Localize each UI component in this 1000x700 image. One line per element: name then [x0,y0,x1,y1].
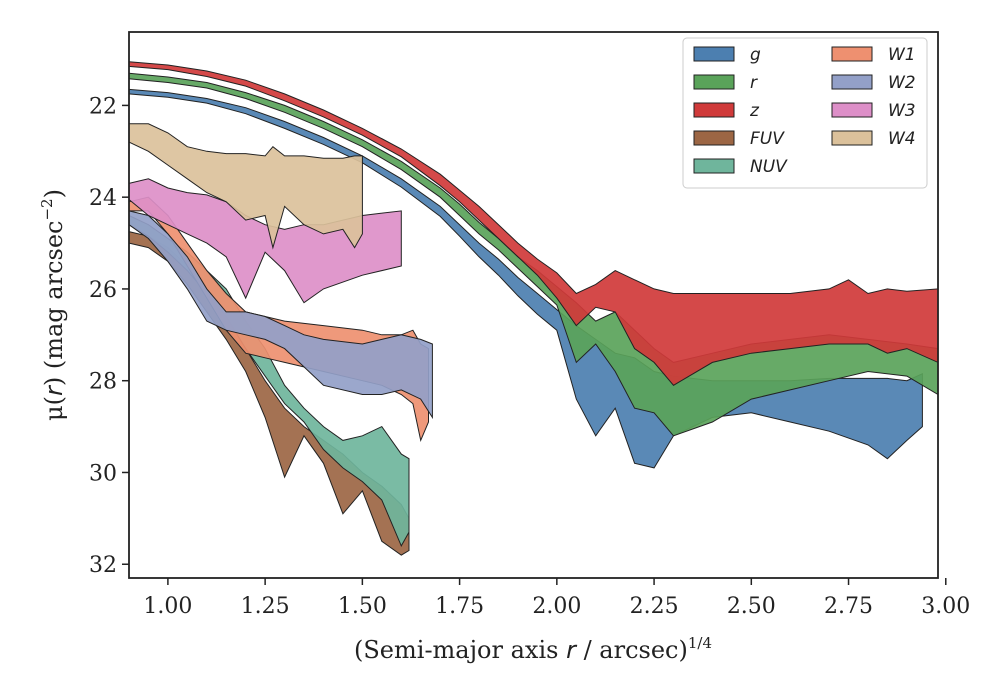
y-tick-label: 22 [89,94,117,119]
x-axis-label-pre: (Semi-major axis [354,636,566,664]
x-axis-label-var: r [566,636,578,664]
x-tick-label: 1.50 [338,594,387,619]
legend-swatch-w1 [831,46,873,62]
legend-label-w3: W3 [888,101,916,121]
legend: grz FUV NUV W1 W2 W3 W4 [682,37,928,189]
x-axis-ticks: 1.00 1.25 1.50 1.75 2.00 2.25 2.50 2.75 3.00 [143,578,970,619]
x-axis-label-mid: / arcsec) [576,636,688,664]
legend-label-w4: W4 [888,129,916,149]
x-axis-label: (Semi-major axis r / arcsec)1/4 [354,634,712,664]
y-axis-label: μ(r) (mag arcsec−2) [38,189,68,421]
y-axis-label-var: r [40,384,68,396]
x-tick-label: 1.25 [241,594,290,619]
legend-label-g: g [750,45,761,65]
band-layer [128,61,939,556]
x-tick-label: 1.00 [143,594,192,619]
y-tick-label: 30 [89,461,117,486]
legend-label-z: z [749,101,760,121]
x-tick-label: 3.00 [921,594,970,619]
y-tick-label: 24 [89,186,117,211]
legend-swatch-fuv [693,130,735,146]
y-tick-label: 32 [89,553,117,578]
x-axis-label-sup: 1/4 [688,634,712,652]
y-tick-label: 28 [89,370,117,395]
legend-label-fuv: FUV [750,129,785,149]
y-axis-label-mu: μ( [40,396,68,421]
x-tick-label: 2.25 [630,594,679,619]
x-tick-label: 2.00 [532,594,581,619]
legend-swatch-nuv [693,158,735,174]
legend-label-w2: W2 [888,73,916,93]
x-tick-label: 2.50 [727,594,776,619]
y-tick-label: 26 [89,278,117,303]
legend-swatch-r [693,74,735,90]
x-tick-label: 1.75 [435,594,484,619]
legend-swatch-w4 [831,130,873,146]
plot-frame [128,31,939,579]
legend-swatch-z [693,102,735,118]
legend-entries: grz FUV NUV W1 W2 W3 W4 [693,45,916,177]
y-axis-ticks: 22 24 26 28 30 32 [89,94,129,578]
legend-swatch-w2 [831,74,873,90]
legend-label-r: r [750,73,758,93]
y-axis-label-mid: ) (mag arcsec [40,221,68,387]
band-w2 [128,210,433,420]
y-axis-label-end: ) [40,189,68,198]
band-w4 [128,123,363,250]
band-g [128,88,923,469]
x-tick-label: 2.75 [824,594,873,619]
y-axis-label-sup: −2 [38,198,56,220]
legend-swatch-g [693,46,735,62]
legend-label-nuv: NUV [750,157,788,177]
band-w3 [128,178,402,304]
legend-swatch-w3 [831,102,873,118]
legend-label-w1: W1 [888,45,916,65]
